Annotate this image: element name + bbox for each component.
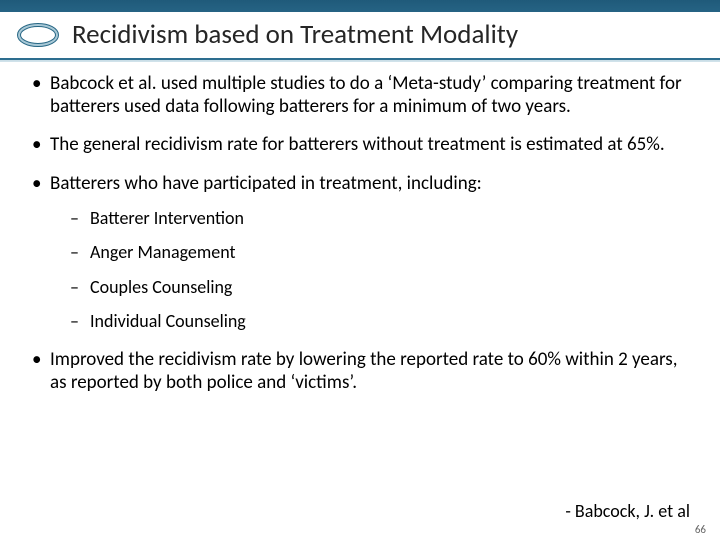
bullet-text: Batterers who have participated in treat… (50, 172, 482, 195)
page-number: 66 (695, 523, 706, 536)
bullet-item: Batterers who have participated in treat… (28, 172, 692, 333)
title-underline (0, 58, 720, 60)
bullet-item: The general recidivism rate for batterer… (28, 133, 692, 156)
ellipse-ring-icon (16, 22, 60, 48)
bullet-list: Babcock et al. used multiple studies to … (28, 72, 692, 394)
sub-bullet-text: Anger Management (90, 241, 236, 263)
sub-bullet-item: Couples Counseling (50, 276, 692, 299)
slide-title: Recidivism based on Treatment Modality (72, 18, 700, 51)
sub-bullet-text: Individual Counseling (90, 310, 246, 332)
bullet-text: Babcock et al. used multiple studies to … (50, 72, 682, 118)
sub-bullet-item: Individual Counseling (50, 310, 692, 333)
sub-bullet-item: Anger Management (50, 241, 692, 264)
bullet-item: Babcock et al. used multiple studies to … (28, 72, 692, 118)
slide-body: Babcock et al. used multiple studies to … (28, 72, 692, 409)
sub-bullet-text: Batterer Intervention (90, 207, 244, 229)
bullet-item: Improved the recidivism rate by lowering… (28, 348, 692, 394)
sub-bullet-list: Batterer Intervention Anger Management C… (50, 207, 692, 333)
sub-bullet-text: Couples Counseling (90, 276, 232, 298)
citation-text: - Babcock, J. et al (565, 500, 690, 522)
sub-bullet-item: Batterer Intervention (50, 207, 692, 230)
bullet-text: Improved the recidivism rate by lowering… (50, 348, 677, 394)
bullet-text: The general recidivism rate for batterer… (50, 133, 665, 156)
